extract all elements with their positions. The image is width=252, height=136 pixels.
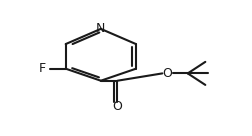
Text: N: N bbox=[96, 22, 106, 35]
Text: O: O bbox=[162, 67, 172, 80]
Text: O: O bbox=[112, 100, 122, 113]
Text: F: F bbox=[39, 62, 46, 75]
